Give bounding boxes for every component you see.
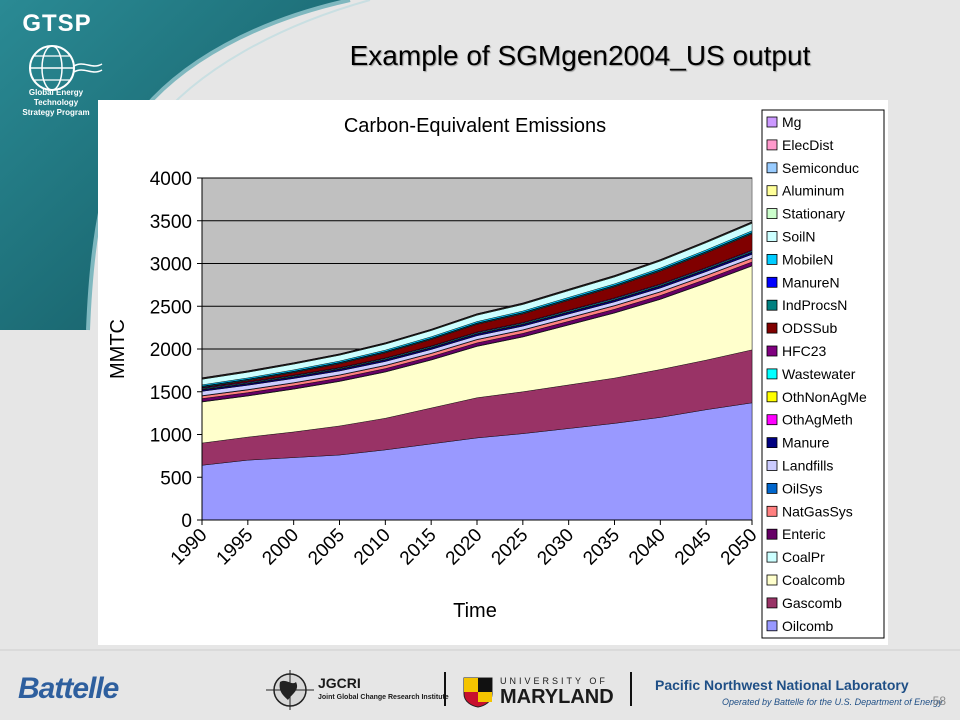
y-tick-label: 2500 bbox=[150, 297, 192, 318]
legend-swatch-othnonagme bbox=[766, 391, 778, 403]
pnnl-subtitle: Operated by Battelle for the U.S. Depart… bbox=[722, 697, 943, 707]
legend-label-odssub: ODSSub bbox=[782, 320, 837, 336]
legend-swatch-wastewater bbox=[766, 368, 778, 380]
legend-label-mg: Mg bbox=[782, 114, 801, 130]
y-tick-label: 500 bbox=[160, 468, 192, 489]
gtsp-subtitle-line1: Global Energy Technology bbox=[28, 88, 84, 107]
legend-swatch-oilcomb bbox=[766, 620, 778, 632]
legend-label-indprocsn: IndProcsN bbox=[782, 297, 847, 313]
gtsp-logo-text: GTSP bbox=[22, 10, 92, 37]
legend-swatch-natgassys bbox=[766, 505, 778, 517]
legend: Mg ElecDist Semiconduc Aluminum Stationary So… bbox=[766, 114, 867, 634]
legend-swatch-landfills bbox=[766, 460, 778, 471]
pnnl-logo-text: Pacific Northwest National Laboratory bbox=[655, 677, 909, 693]
legend-swatch-manure bbox=[766, 437, 778, 449]
y-tick-label: 1500 bbox=[150, 383, 192, 404]
legend-label-hfc23: HFC23 bbox=[782, 343, 827, 359]
legend-label-othagmeth: OthAgMeth bbox=[782, 412, 853, 428]
legend-swatch-coalcomb bbox=[766, 574, 778, 586]
legend-label-landfills: Landfills bbox=[782, 458, 833, 474]
legend-label-stationary: Stationary bbox=[782, 206, 845, 222]
battelle-logo: Battelle bbox=[18, 672, 119, 705]
y-axis: 0 500 1000 1500 2000 2500 3000 3500 4000 bbox=[150, 169, 203, 532]
legend-swatch-manuren bbox=[766, 276, 778, 288]
legend-swatch-stationary bbox=[766, 208, 778, 220]
jgcri-globe-icon bbox=[266, 670, 314, 710]
page-number: 58 bbox=[932, 694, 946, 708]
legend-swatch-semiconduc bbox=[766, 162, 778, 174]
gtsp-subtitle-line2: Strategy Program bbox=[22, 108, 90, 117]
legend-label-wastewater: Wastewater bbox=[782, 366, 856, 382]
legend-label-natgassys: NatGasSys bbox=[782, 503, 853, 519]
legend-label-aluminum: Aluminum bbox=[782, 183, 844, 199]
legend-swatch-soiln bbox=[766, 231, 778, 242]
legend-label-manuren: ManureN bbox=[782, 274, 840, 290]
legend-swatch-mg bbox=[766, 116, 778, 128]
legend-label-oilsys: OilSys bbox=[782, 480, 822, 496]
legend-swatch-aluminum bbox=[766, 185, 778, 197]
umd-maryland: MARYLAND bbox=[500, 686, 614, 708]
y-axis-label: MMTC bbox=[107, 319, 129, 379]
legend-label-elecdist: ElecDist bbox=[782, 137, 833, 153]
legend-label-gascomb: Gascomb bbox=[782, 595, 842, 611]
legend-label-manure: Manure bbox=[782, 435, 830, 451]
umd-shield-icon bbox=[463, 677, 493, 708]
legend-swatch-odssub bbox=[766, 322, 778, 334]
umd-university-of: UNIVERSITY OF bbox=[500, 676, 608, 686]
legend-label-coalcomb: Coalcomb bbox=[782, 572, 845, 588]
legend-swatch-gascomb bbox=[766, 597, 778, 609]
x-axis-label: Time bbox=[453, 600, 497, 622]
legend-swatch-mobilen bbox=[766, 253, 778, 265]
area-series bbox=[201, 221, 753, 521]
legend-label-othnonagme: OthNonAgMe bbox=[782, 389, 867, 405]
legend-label-enteric: Enteric bbox=[782, 526, 826, 542]
jgcri-logo-text: JGCRI bbox=[318, 675, 361, 691]
jgcri-subtitle: Joint Global Change Research Institute bbox=[318, 694, 449, 701]
legend-swatch-enteric bbox=[766, 528, 778, 540]
area-mg bbox=[201, 221, 753, 379]
legend-box bbox=[761, 109, 885, 639]
legend-swatch-oilsys bbox=[766, 482, 778, 494]
gtsp-logo-subtitle: Global Energy Technology Strategy Progra… bbox=[6, 88, 106, 118]
chart-title: Carbon-Equivalent Emissions bbox=[344, 115, 606, 137]
y-tick-label: 2000 bbox=[150, 340, 192, 361]
legend-swatch-othagmeth bbox=[766, 414, 778, 426]
legend-label-coalpr: CoalPr bbox=[782, 549, 825, 565]
legend-swatch-indprocsn bbox=[766, 299, 778, 311]
footer-divider-2 bbox=[630, 672, 632, 706]
legend-label-oilcomb: Oilcomb bbox=[782, 618, 834, 634]
legend-label-soiln: SoilN bbox=[782, 229, 815, 245]
y-tick-label: 3500 bbox=[150, 212, 192, 233]
footer-divider-1 bbox=[444, 672, 446, 706]
legend-label-mobilen: MobileN bbox=[782, 251, 833, 267]
slide-title: Example of SGMgen2004_US output bbox=[349, 40, 811, 71]
globe-icon bbox=[29, 45, 103, 91]
gtsp-logo bbox=[8, 6, 108, 126]
y-tick-label: 3000 bbox=[150, 255, 192, 276]
y-tick-label: 1000 bbox=[150, 426, 192, 447]
legend-swatch-coalpr bbox=[766, 551, 778, 563]
y-tick-label: 0 bbox=[181, 511, 192, 532]
legend-swatch-elecdist bbox=[766, 139, 778, 151]
legend-swatch-hfc23 bbox=[766, 345, 778, 357]
legend-label-semiconduc: Semiconduc bbox=[782, 160, 859, 176]
y-tick-label: 4000 bbox=[150, 169, 192, 190]
